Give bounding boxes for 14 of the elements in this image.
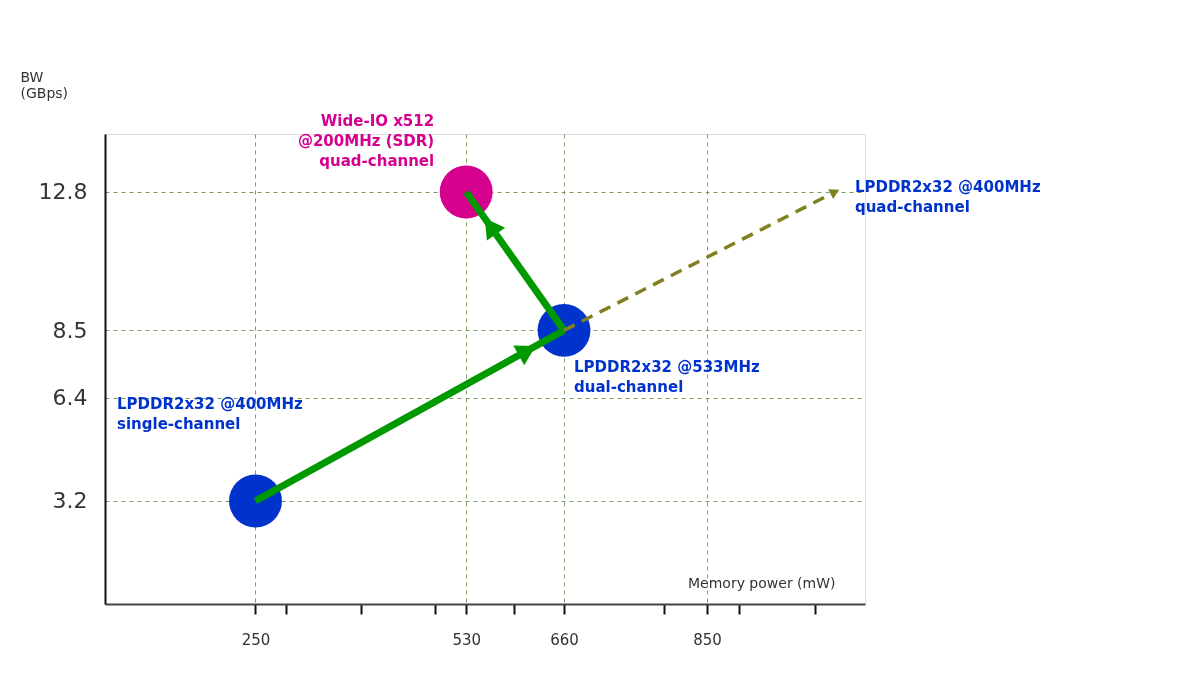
x-tick-label: 850 [693,630,722,649]
x-tick-label: 250 [241,630,271,649]
y-axis-title: BW (GBps) [20,68,69,101]
x-axis-title: Memory power (mW) [687,574,836,591]
annotation: LPDDR2x32 @400MHz quad-channel [854,177,1041,216]
x-tick-label: 530 [452,630,482,649]
x-tick-label: 660 [550,630,579,649]
y-tick-label: 3.2 [52,488,88,514]
annotation: LPDDR2x32 @400MHz single-channel [117,395,303,434]
y-tick-label: 12.8 [38,179,88,205]
y-tick-label: 8.5 [52,317,88,343]
y-tick-label: 6.4 [52,385,88,411]
annotation: LPDDR2x32 @533MHz dual-channel [574,358,761,397]
annotation: Wide-IO x512 @200MHz (SDR) quad-channel [297,111,435,170]
